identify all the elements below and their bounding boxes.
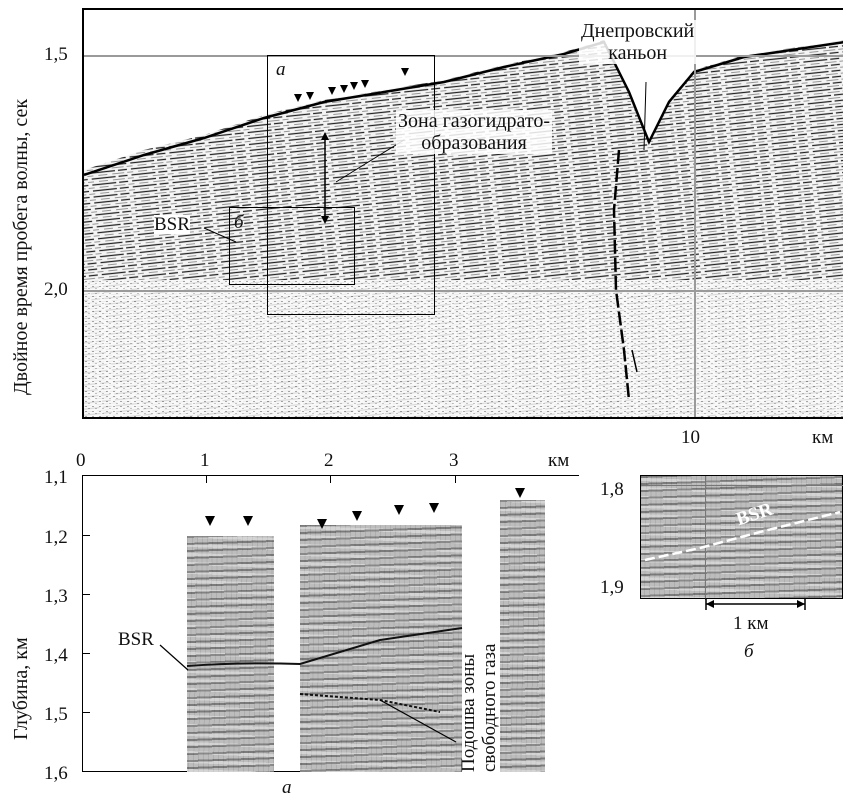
panel-b-image bbox=[640, 475, 843, 600]
panel-a-y-1-6: 1,6 bbox=[44, 763, 68, 784]
x-tick-3 bbox=[455, 475, 456, 483]
panel-a-y-1-3: 1,3 bbox=[44, 586, 68, 607]
top-x-tick-10: 10 bbox=[681, 427, 700, 448]
panel-b-scale-label: 1 км bbox=[733, 613, 769, 634]
panel-a-caption: а bbox=[282, 777, 292, 798]
canyon-label: Днепровский каньон bbox=[579, 20, 697, 64]
y-tick-1-2 bbox=[82, 535, 90, 536]
panel-a-y-1-5: 1,5 bbox=[44, 704, 68, 725]
gridline-1-5 bbox=[84, 55, 843, 57]
panel-a-y-1-1: 1,1 bbox=[44, 467, 68, 488]
panel-a-x-label-0: 0 bbox=[76, 450, 86, 471]
panel-b-y-1-9: 1,9 bbox=[600, 577, 624, 598]
panel-a-y-1-4: 1,4 bbox=[44, 645, 68, 666]
seismic-strip-1 bbox=[187, 536, 274, 772]
box-b bbox=[229, 207, 355, 285]
panel-b-y-1-8: 1,8 bbox=[600, 479, 624, 500]
panel-a-x-label-1: 1 bbox=[200, 450, 210, 471]
x-tick-1 bbox=[206, 475, 207, 483]
top-y-tick-2-0: 2,0 bbox=[44, 279, 68, 300]
y-tick-1-5 bbox=[82, 712, 90, 713]
gridline-10km bbox=[694, 10, 696, 417]
panel-a-y-axis-label: Глубина, км bbox=[10, 637, 32, 740]
top-seismic-panel: а б BSR Днепровский каньон Зона газогидр… bbox=[82, 8, 843, 419]
seismic-strip-3 bbox=[500, 500, 545, 772]
y-tick-1-4 bbox=[82, 653, 90, 654]
top-y-axis-label: Двойное время пробега волны, сек bbox=[10, 98, 32, 395]
bsr-label-top: BSR bbox=[154, 214, 190, 235]
panel-a-x-label-3: 3 bbox=[449, 450, 459, 471]
label-b-top: б bbox=[234, 212, 244, 233]
panel-a-y-axis bbox=[82, 475, 83, 772]
top-y-tick-1-5: 1,5 bbox=[44, 44, 68, 65]
panel-b-caption: б bbox=[744, 641, 754, 662]
y-tick-1-3 bbox=[82, 594, 90, 595]
box-a bbox=[267, 55, 435, 315]
top-x-unit: км bbox=[812, 427, 834, 448]
panel-a-bsr-label: BSR bbox=[118, 629, 154, 650]
gas-base-label: Подошва зоны свободного газа bbox=[458, 643, 500, 772]
y-tick-1-1 bbox=[82, 475, 90, 476]
seismic-strip-2 bbox=[300, 525, 462, 772]
x-tick-2 bbox=[330, 475, 331, 483]
panel-a-y-1-2: 1,2 bbox=[44, 527, 68, 548]
gridline-2-0 bbox=[84, 290, 843, 292]
label-a-top: а bbox=[276, 59, 286, 80]
top-seismic-image bbox=[84, 40, 843, 417]
zone-label: Зона газогидрато- образования bbox=[396, 110, 553, 154]
panel-a-x-unit: км bbox=[548, 450, 570, 471]
panel-a-x-label-2: 2 bbox=[324, 450, 334, 471]
